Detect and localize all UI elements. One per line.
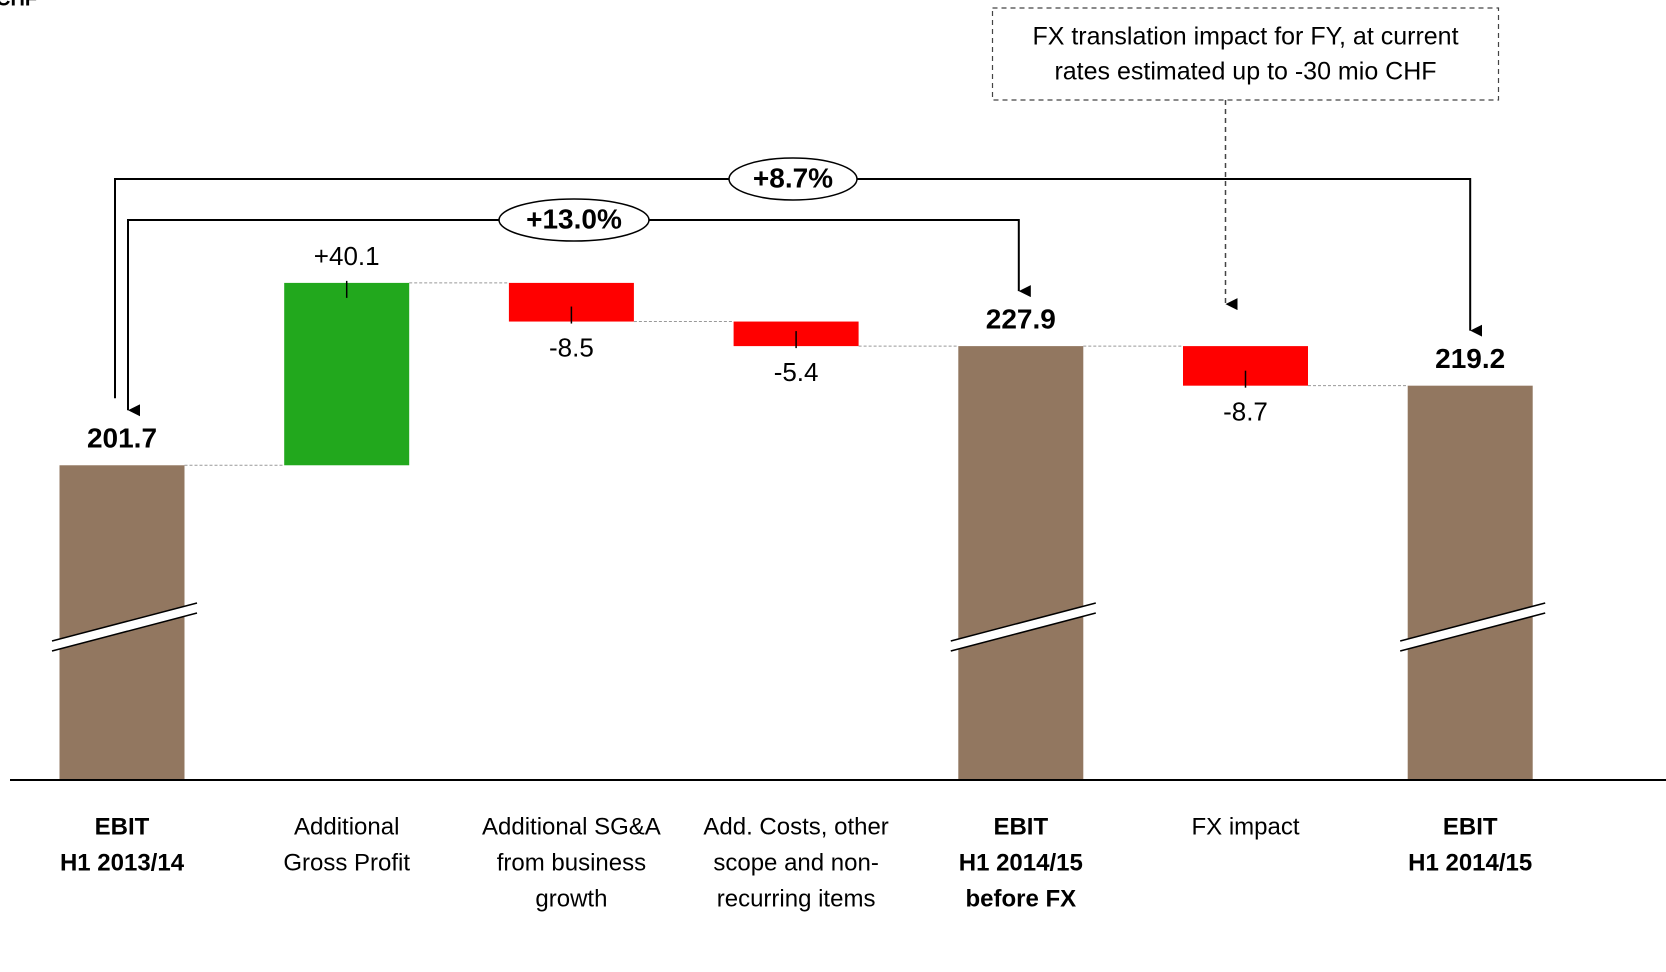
axis-break-edge [51, 602, 198, 642]
x-tick-label: from business [497, 849, 646, 876]
axis-break-edge [950, 602, 1096, 642]
bracket-badge [728, 157, 858, 201]
unit-label: CHF [0, 0, 37, 10]
x-tick-label: growth [535, 885, 607, 912]
axis-break-edge [1400, 602, 1546, 642]
total-bar [1407, 385, 1533, 780]
x-tick-label: Additional SG&A [482, 813, 661, 840]
callout-text: FX translation impact for FY, at current [1032, 23, 1458, 51]
x-tick-label: Gross Profit [283, 849, 410, 876]
total-bar [958, 346, 1084, 780]
bracket-label: +13.0% [526, 203, 622, 234]
value-label: +40.1 [314, 241, 380, 271]
x-tick-label: EBIT [95, 813, 150, 840]
callout-box [991, 7, 1500, 101]
value-label: -5.4 [774, 357, 819, 387]
x-tick-label: EBIT [1443, 813, 1498, 840]
axis-break-edge [51, 612, 198, 652]
bracket-badge [498, 198, 650, 242]
axis-break-edge [950, 612, 1096, 652]
callout-text: rates estimated up to -30 mio CHF [1054, 58, 1436, 86]
axis-break [52, 603, 197, 651]
axis-break [1400, 603, 1546, 651]
value-label: -8.7 [1223, 397, 1268, 427]
x-tick-label: Add. Costs, other [703, 813, 888, 840]
x-tick-label: EBIT [993, 813, 1048, 840]
x-tick-label: FX impact [1191, 813, 1299, 840]
axis-break [950, 603, 1096, 651]
x-tick-label: before FX [965, 885, 1076, 912]
axis-break-edge [1400, 612, 1546, 652]
value-label: 227.9 [986, 304, 1056, 335]
x-tick-label: Additional [294, 813, 399, 840]
x-tick-label: H1 2014/15 [959, 849, 1083, 876]
x-tick-label: recurring items [717, 885, 876, 912]
x-tick-label: H1 2013/14 [60, 849, 185, 876]
delta-bar [284, 282, 410, 466]
value-label: 219.2 [1435, 343, 1505, 374]
x-tick-label: H1 2014/15 [1408, 849, 1532, 876]
bracket-label: +8.7% [753, 162, 833, 193]
value-label: 201.7 [87, 423, 157, 454]
value-label: -8.5 [549, 332, 594, 362]
x-tick-label: scope and non- [713, 849, 878, 876]
